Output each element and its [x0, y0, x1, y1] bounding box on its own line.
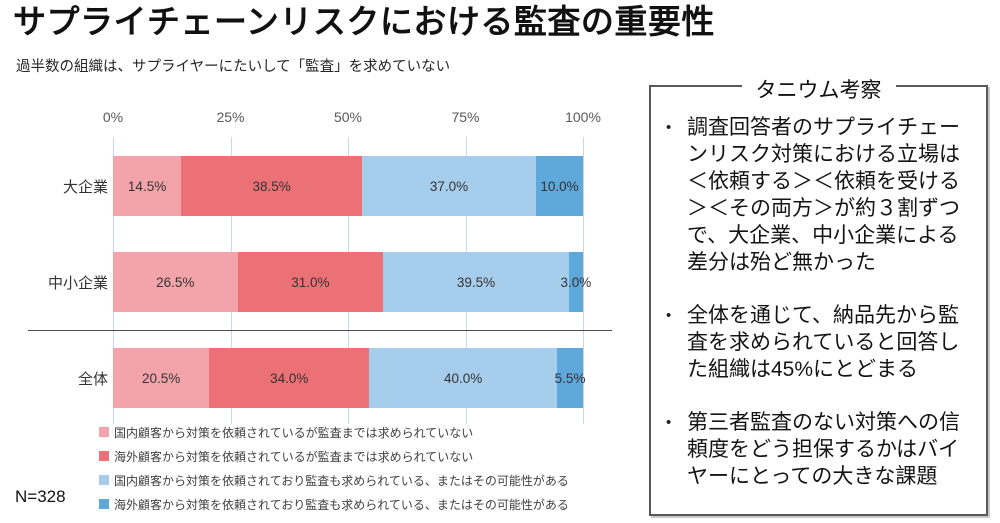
bar-segment: 37.0%	[362, 156, 536, 216]
legend-item: 国内顧客から対策を依頼されており監査も求められている、またはその可能性がある	[99, 470, 569, 490]
category-label: 大企業	[62, 178, 108, 196]
category-label: 中小企業	[47, 274, 108, 292]
value-label: 5.5%	[554, 370, 586, 386]
bar-segment: 40.0%	[369, 348, 558, 408]
legend-swatch-icon	[99, 475, 109, 485]
bar-segment: 38.5%	[181, 156, 363, 216]
legend-label: 海外顧客から対策を依頼されているが監査までは求められていない	[114, 449, 474, 464]
bullet-icon: •	[666, 119, 672, 136]
page-subtitle: 過半数の組織は、サプライヤーにたいして「監査」を求めていない	[16, 59, 451, 75]
axis-tick-label: 50%	[333, 109, 363, 125]
bar-segment: 14.5%	[113, 156, 182, 216]
bar-segment: 39.5%	[383, 252, 569, 312]
separator-line	[28, 330, 612, 331]
value-label: 37.0%	[429, 178, 469, 194]
insights-panel: タニウム考察 • 調査回答者のサプライチェーンリスク対策における立場は＜依頼する＞…	[649, 74, 988, 516]
axis-tick-label: 100%	[565, 109, 601, 125]
insights-panel-title: タニウム考察	[741, 74, 896, 104]
axis-tick-label: 75%	[451, 109, 480, 125]
bar-row: 20.5% 34.0% 40.0% 5.5%	[113, 348, 586, 408]
bar-row: 26.5% 31.0% 39.5% 3.0%	[113, 252, 591, 312]
legend-label: 海外顧客から対策を依頼されており監査も求められている、またはその可能性がある	[114, 497, 569, 512]
bar-segment: 20.5%	[113, 348, 210, 408]
value-label: 14.5%	[127, 178, 167, 194]
bar-segment: 10.0%	[535, 156, 583, 216]
bar-row: 14.5% 38.5% 37.0% 10.0%	[113, 156, 583, 216]
insight-bullet: • 全体を通じて、納品先から監査を求められていると回答した組織は45%にとどまる	[666, 302, 977, 383]
bar-segment: 26.5%	[113, 252, 238, 312]
value-label: 10.0%	[540, 178, 579, 194]
page-title: サプライチェーンリスクにおける監査の重要性	[13, 3, 715, 40]
legend-swatch-icon	[99, 451, 109, 461]
bar-segment: 3.0%	[561, 252, 591, 312]
axis-tick-label: 25%	[216, 109, 245, 125]
value-label: 38.5%	[252, 178, 291, 194]
bar-segment: 5.5%	[554, 348, 586, 408]
insight-bullet: • 調査回答者のサプライチェーンリスク対策における立場は＜依頼する＞＜依頼を受ける…	[666, 114, 977, 276]
category-label: 全体	[77, 370, 108, 388]
axis-tick-label: 0%	[102, 109, 124, 125]
legend-item: 国内顧客から対策を依頼されているが監査までは求められていない	[99, 422, 473, 442]
value-label: 34.0%	[270, 370, 309, 386]
insight-bullet: • 第三者監査のない対策への信頼度をどう担保するかはバイヤーにとっての大きな課題	[666, 409, 977, 490]
legend-item: 海外顧客から対策を依頼されているが監査までは求められていない	[99, 446, 473, 466]
value-label: 39.5%	[456, 274, 496, 290]
insight-bullet-text: 調査回答者のサプライチェーンリスク対策における立場は＜依頼する＞＜依頼を受ける＞…	[687, 116, 960, 274]
legend-swatch-icon	[99, 427, 109, 437]
legend-label: 国内顧客から対策を依頼されているが監査までは求められていない	[114, 425, 474, 440]
bullet-icon: •	[666, 307, 672, 324]
legend-swatch-icon	[99, 499, 109, 509]
value-label: 3.0%	[560, 274, 592, 290]
bar-segment: 34.0%	[209, 348, 370, 408]
gridline	[583, 137, 584, 424]
bullet-icon: •	[666, 414, 672, 431]
insight-bullet-text: 全体を通じて、納品先から監査を求められていると回答した組織は45%にとどまる	[687, 304, 960, 381]
value-label: 31.0%	[291, 274, 330, 290]
bar-segment: 31.0%	[237, 252, 384, 312]
legend-label: 国内顧客から対策を依頼されており監査も求められている、またはその可能性がある	[114, 473, 569, 488]
value-label: 40.0%	[444, 370, 483, 386]
sample-size: N=328	[15, 487, 66, 506]
insights-bullet-list: • 調査回答者のサプライチェーンリスク対策における立場は＜依頼する＞＜依頼を受ける…	[651, 87, 986, 490]
value-label: 26.5%	[156, 274, 195, 290]
legend-item: 海外顧客から対策を依頼されており監査も求められている、またはその可能性がある	[99, 494, 569, 514]
value-label: 20.5%	[142, 370, 181, 386]
insight-bullet-text: 第三者監査のない対策への信頼度をどう担保するかはバイヤーにとっての大きな課題	[687, 411, 960, 488]
